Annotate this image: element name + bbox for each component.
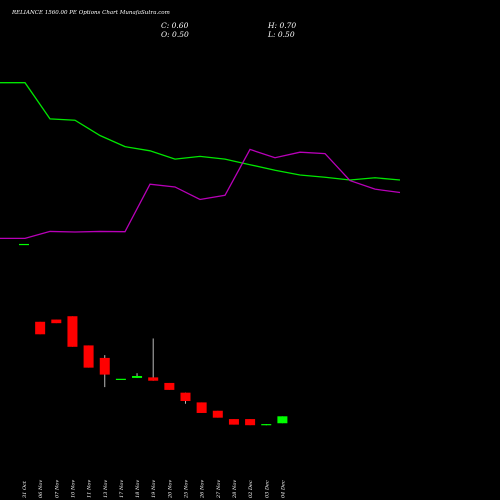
candle-31-oct [19,243,29,246]
candle-27-nov [212,410,223,418]
candle-03-dec [261,424,272,426]
candle-body [180,392,191,402]
x-tick-label: 18 Nov [135,480,141,498]
candle-20-nov [164,382,175,390]
x-tick-label: 13 Nov [103,480,109,498]
x-tick-label: 11 Nov [87,480,93,498]
x-tick-label: 31 Oct [22,480,28,498]
candle-body [228,419,239,425]
x-tick-label: 06 Nov [38,480,44,498]
x-tick-label: 04 Dec [280,480,286,498]
x-tick-label: 17 Nov [119,480,125,498]
chart-title: RELIANCE 1560.00 PE Options Chart Munafa… [12,10,170,16]
candle-body [132,375,143,378]
x-tick-label: 19 Nov [151,480,157,498]
candle-04-dec [277,416,288,424]
candle-body [261,424,272,426]
x-tick-label: 07 Nov [54,480,60,498]
close-value: C: 0.60 [161,21,189,30]
x-tick-label: 25 Nov [184,480,190,499]
candle-body [148,377,159,381]
x-tick-label: 27 Nov [216,480,222,499]
candle-body [115,378,126,380]
candle-body [196,402,207,413]
candle-18-nov [132,373,143,378]
candle-19-nov [148,338,159,381]
candle-28-nov [228,419,239,425]
candle-body [245,419,256,426]
candle-body [35,321,46,335]
x-tick-label: 26 Nov [200,480,206,499]
candle-17-nov [115,378,126,380]
candle-26-nov [196,402,207,413]
candle-02-dec [245,419,256,426]
candle-06-nov [35,321,46,335]
candle-11-nov [83,345,94,368]
candle-body [277,416,288,424]
candle-13-nov [99,355,110,388]
candle-body [99,357,110,375]
candle-10-nov [67,316,78,347]
open-value: O: 0.50 [161,30,189,39]
candle-body [164,382,175,390]
series-line-1 [0,82,401,181]
candle-body [51,319,62,324]
candle-body [19,243,29,246]
candle-body [67,316,78,347]
moving-average-lines [0,82,401,240]
x-tick-label: 28 Nov [232,480,238,499]
low-value: L: 0.50 [268,30,295,39]
high-value: H: 0.70 [268,21,297,30]
series-line-2 [0,148,401,240]
x-tick-label: 02 Dec [248,480,254,498]
candle-body [83,345,94,368]
candle-07-nov [51,319,62,324]
candle-25-nov [180,392,191,404]
x-tick-label: 10 Nov [70,480,76,498]
x-tick-label: 20 Nov [167,480,173,499]
x-axis-labels: 31 Oct 06 Nov 07 Nov 10 Nov 11 Nov 13 Nov 17 N… [22,480,286,499]
candle-body [212,410,223,418]
candlesticks [19,243,288,426]
x-tick-label: 03 Dec [264,480,270,498]
